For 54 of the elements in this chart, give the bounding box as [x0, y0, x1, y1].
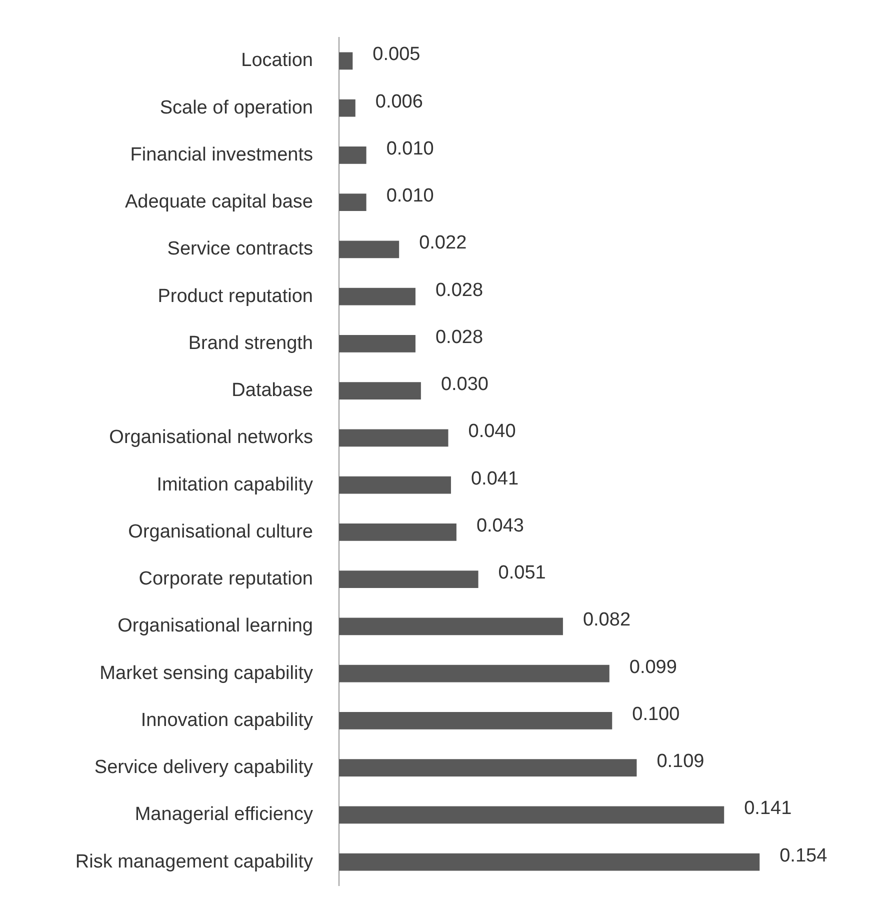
bar: [339, 429, 448, 447]
data-label: 0.030: [440, 374, 488, 396]
data-label: 0.028: [435, 326, 484, 348]
bar: [339, 759, 637, 777]
data-label: 0.040: [468, 421, 516, 442]
data-label: 0.041: [470, 468, 519, 490]
y-tick-label: Service contracts: [167, 238, 313, 260]
y-tick-label: Database: [232, 380, 313, 402]
bar: [339, 52, 353, 70]
y-tick-label: Service delivery capability: [94, 757, 314, 778]
bar: [339, 664, 610, 682]
bar: [339, 334, 416, 352]
y-tick-label: Location: [241, 50, 313, 72]
bar: [339, 240, 400, 258]
y-tick-label: Organisational learning: [118, 616, 313, 637]
data-label: 0.051: [498, 562, 546, 584]
bar: [339, 570, 478, 588]
data-label: 0.006: [375, 91, 423, 112]
bar: [339, 712, 612, 730]
y-tick-label: Innovation capability: [140, 710, 314, 731]
data-label: 0.141: [744, 798, 792, 820]
y-tick-label: Financial investments: [130, 144, 313, 166]
data-label: 0.100: [632, 704, 680, 725]
bar: [339, 476, 451, 494]
data-label: 0.154: [780, 845, 828, 866]
y-tick-label: Organisational networks: [109, 427, 313, 448]
bar: [339, 618, 563, 636]
bar: [339, 194, 366, 212]
bar: [339, 523, 456, 541]
y-tick-label: Corporate reputation: [138, 568, 313, 590]
bar: [339, 806, 724, 824]
y-tick-label: Managerial efficiency: [134, 804, 314, 826]
data-label: 0.028: [435, 280, 484, 301]
data-label: 0.109: [656, 751, 704, 772]
y-tick-label: Imitation capability: [156, 474, 314, 496]
data-label: 0.099: [629, 656, 677, 678]
y-tick-label: Organisational culture: [128, 521, 313, 542]
y-tick-label: Risk management capability: [75, 851, 314, 872]
y-tick-label: Adequate capital base: [124, 192, 313, 213]
data-label: 0.010: [386, 138, 434, 160]
y-tick-label: Product reputation: [158, 286, 313, 307]
data-label: 0.010: [386, 186, 434, 207]
y-tick-label: Market sensing capability: [100, 662, 314, 684]
data-label: 0.043: [476, 515, 524, 536]
data-label: 0.005: [372, 44, 420, 66]
bar: [339, 146, 366, 164]
data-label: 0.022: [419, 232, 467, 254]
bar: [339, 853, 760, 871]
bar: [339, 382, 421, 400]
y-tick-label: Brand strength: [188, 332, 313, 354]
bar: [339, 99, 356, 117]
data-label: 0.082: [582, 610, 631, 631]
y-tick-label: Scale of operation: [160, 97, 313, 118]
bar: [339, 288, 416, 306]
